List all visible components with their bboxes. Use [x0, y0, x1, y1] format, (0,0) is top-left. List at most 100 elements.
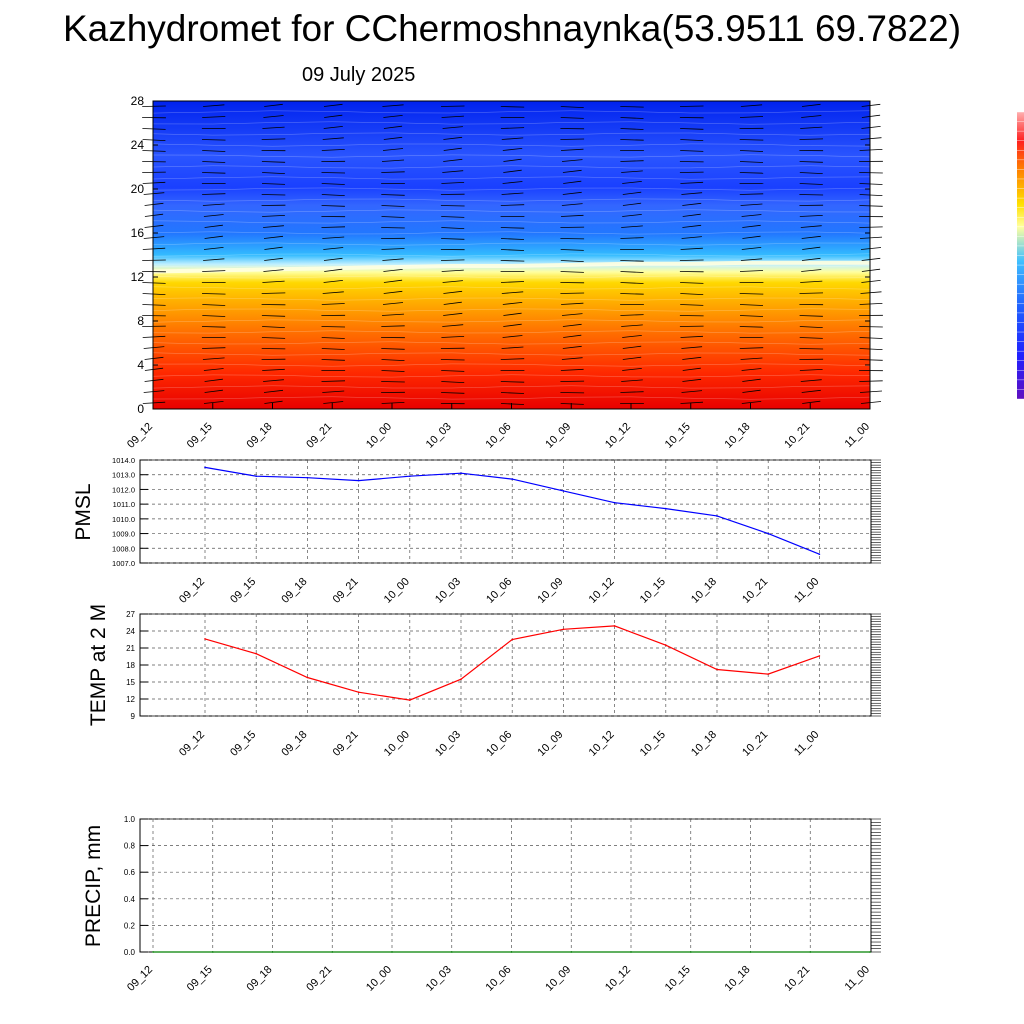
data-point [613, 501, 616, 504]
y-tick-label: 1008.0 [112, 544, 135, 553]
wind-barb [859, 337, 883, 339]
data-point [204, 466, 206, 469]
data-point [511, 638, 513, 641]
wind-barb [741, 368, 762, 371]
wind-barb [142, 105, 166, 107]
contour-line [152, 110, 871, 114]
wind-barb [443, 136, 463, 140]
data-point [152, 951, 154, 953]
data-point [511, 478, 513, 480]
wind-barb [681, 236, 702, 239]
wind-barb [203, 368, 224, 371]
wind-barb [500, 204, 525, 206]
x-tick-label: 10_15 [638, 729, 668, 759]
wind-barb [622, 214, 642, 217]
data-point [767, 673, 769, 675]
wind-barb [740, 203, 763, 206]
contour-line [152, 165, 871, 169]
y-tick-label: 1012.0 [112, 485, 135, 494]
x-tick-label: 09_15 [228, 729, 258, 759]
wind-barb [321, 359, 345, 361]
x-tick-label: 09_12 [177, 729, 207, 759]
wind-barb [261, 315, 286, 317]
wind-barbs [142, 103, 883, 405]
wind-barb [441, 238, 465, 240]
wind-barb [264, 257, 283, 261]
contour-line [152, 363, 871, 367]
wind-barb [203, 104, 225, 107]
contour-line [152, 121, 871, 125]
x-tick-label: 10_09 [543, 964, 573, 994]
wind-barb [801, 389, 821, 393]
wind-barb [621, 170, 643, 173]
wind-barb [262, 215, 285, 217]
wind-barb [681, 192, 703, 195]
wind-barb [144, 356, 164, 360]
wind-barb [502, 302, 523, 305]
contour-line [152, 308, 871, 312]
x-tick-label: 10_09 [535, 729, 565, 759]
wind-barb [321, 194, 345, 196]
contour-line [152, 198, 871, 202]
wind-barb [202, 172, 226, 174]
wind-barb [739, 139, 764, 141]
wind-barb [861, 268, 881, 272]
x-tick-label: 09_21 [304, 421, 334, 451]
wind-barb [503, 323, 522, 327]
contour-line [152, 286, 871, 290]
contour-line [152, 220, 871, 224]
wind-barb [740, 258, 763, 261]
data-point [809, 951, 812, 953]
data-point [391, 951, 393, 953]
wind-barb [562, 191, 582, 195]
data-point [690, 951, 692, 953]
wind-barb [620, 139, 644, 141]
y-tick-label: 28 [131, 94, 145, 108]
data-point [331, 951, 334, 953]
wind-barb [381, 159, 405, 162]
wind-barb [381, 325, 405, 327]
x-tick-label: 10_09 [543, 421, 573, 451]
wind-barb [562, 169, 582, 173]
wind-barb [324, 114, 343, 118]
wind-barb [382, 104, 404, 107]
data-point [460, 472, 462, 475]
wind-barb [142, 282, 166, 284]
wind-barb [261, 138, 286, 140]
wind-barb [800, 225, 822, 228]
wind-barb [262, 126, 285, 129]
wind-barb [381, 216, 405, 218]
wind-barb [621, 324, 643, 327]
wind-barb [739, 116, 764, 118]
wind-barb [500, 358, 525, 360]
wind-barb [859, 183, 883, 185]
data-point [570, 951, 573, 953]
wind-barb [381, 348, 405, 350]
wind-barb [143, 192, 165, 195]
wind-barb [441, 392, 465, 394]
wind-barb [204, 235, 223, 239]
wind-barb [202, 347, 226, 349]
contour-line [152, 385, 871, 389]
wind-barb [859, 226, 883, 228]
wind-barb [682, 367, 701, 371]
wind-barb [682, 378, 702, 382]
wind-barb [322, 236, 345, 239]
y-tick-label: 0.2 [124, 921, 136, 930]
wind-barb [382, 148, 404, 151]
wind-barb [500, 238, 525, 240]
wind-barb [739, 150, 764, 152]
wind-barb [800, 280, 823, 283]
data-point [510, 951, 513, 953]
data-point [271, 951, 274, 953]
wind-barb [682, 213, 701, 217]
wind-barb [680, 304, 704, 306]
wind-barb [622, 202, 642, 206]
wind-barb [739, 293, 764, 295]
wind-barb [262, 326, 285, 328]
x-tick-label: 10_06 [484, 576, 514, 606]
wind-barb [801, 235, 821, 239]
contour-line [152, 143, 871, 147]
wind-barb [142, 139, 166, 141]
wind-barb [742, 224, 761, 228]
